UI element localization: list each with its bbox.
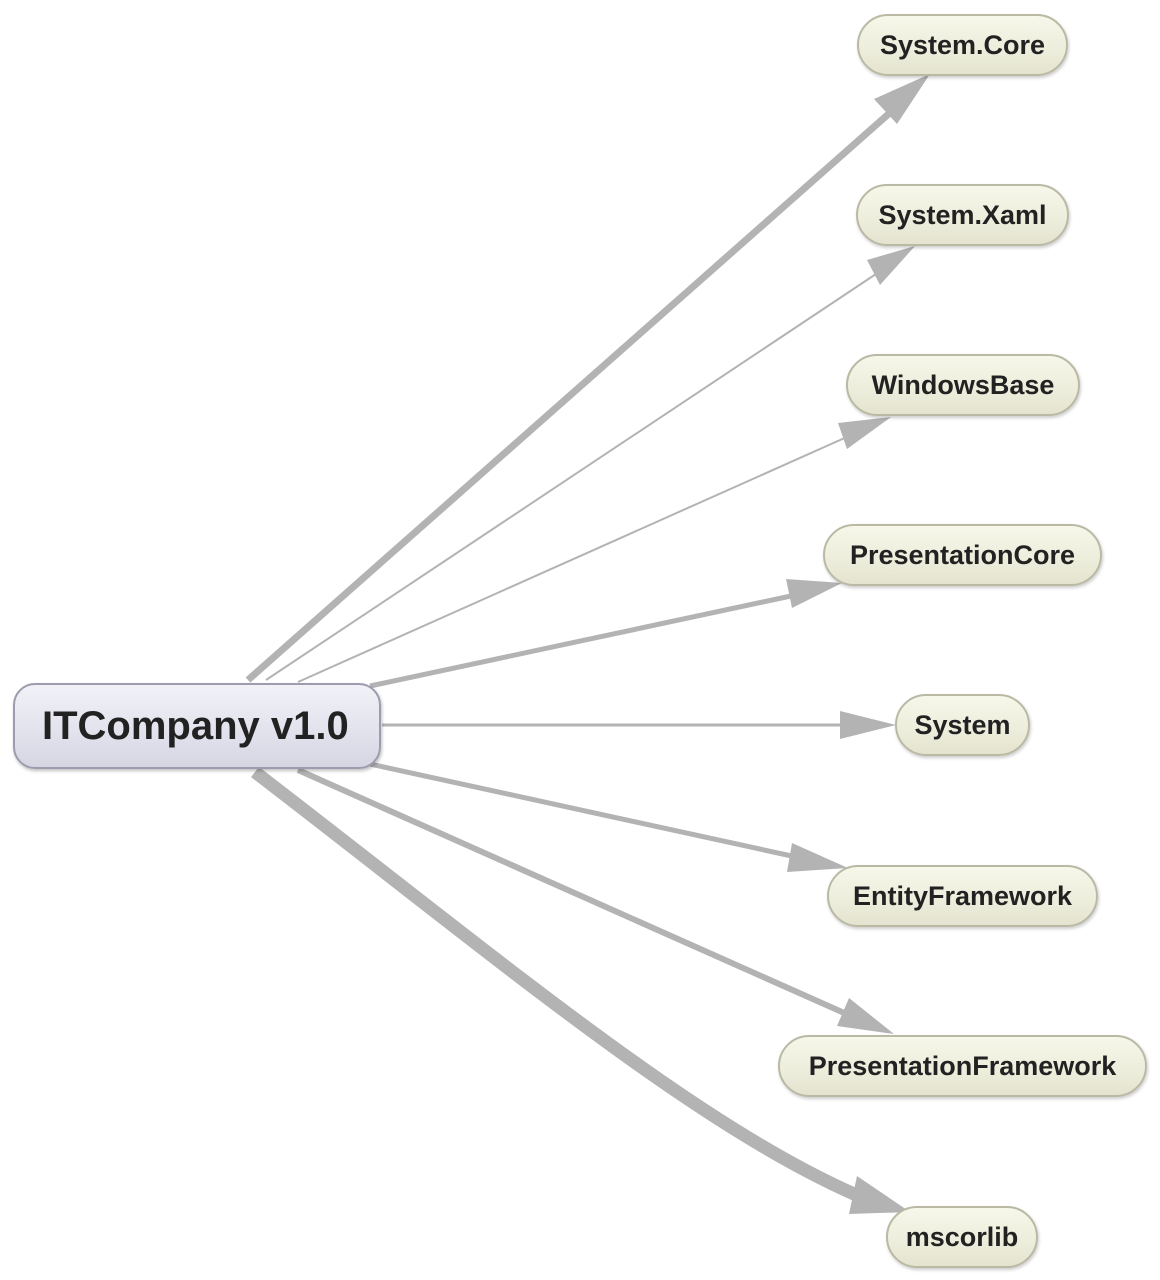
node-system-xaml[interactable]: System.Xaml — [856, 184, 1069, 246]
edge-entityframework — [369, 761, 848, 872]
node-mscorlib[interactable]: mscorlib — [886, 1206, 1038, 1268]
edge-system-xaml — [265, 246, 915, 681]
node-label: WindowsBase — [871, 369, 1055, 400]
edge-windowsbase — [297, 417, 891, 683]
node-presentationcore[interactable]: PresentationCore — [823, 524, 1102, 586]
node-system[interactable]: System — [895, 694, 1030, 756]
root-node[interactable]: ITCompany v1.0 — [13, 683, 381, 769]
node-label: PresentationCore — [849, 539, 1076, 570]
edge-presentationcore — [369, 579, 842, 689]
edge-system-core — [245, 74, 930, 683]
root-node-label: ITCompany v1.0 — [42, 703, 349, 748]
node-label: System.Xaml — [878, 199, 1047, 230]
node-system-core[interactable]: System.Core — [857, 14, 1068, 76]
node-label: System — [914, 709, 1011, 740]
edge-mscorlib — [251, 766, 910, 1214]
edge-presentationframework — [296, 767, 894, 1034]
node-label: EntityFramework — [852, 880, 1073, 911]
node-label: PresentationFramework — [808, 1050, 1117, 1081]
node-entityframework[interactable]: EntityFramework — [827, 865, 1098, 927]
node-label: mscorlib — [905, 1221, 1019, 1252]
edge-system — [382, 711, 896, 739]
node-windowsbase[interactable]: WindowsBase — [846, 354, 1080, 416]
node-label: System.Core — [879, 29, 1046, 60]
node-presentationframework[interactable]: PresentationFramework — [778, 1035, 1147, 1097]
